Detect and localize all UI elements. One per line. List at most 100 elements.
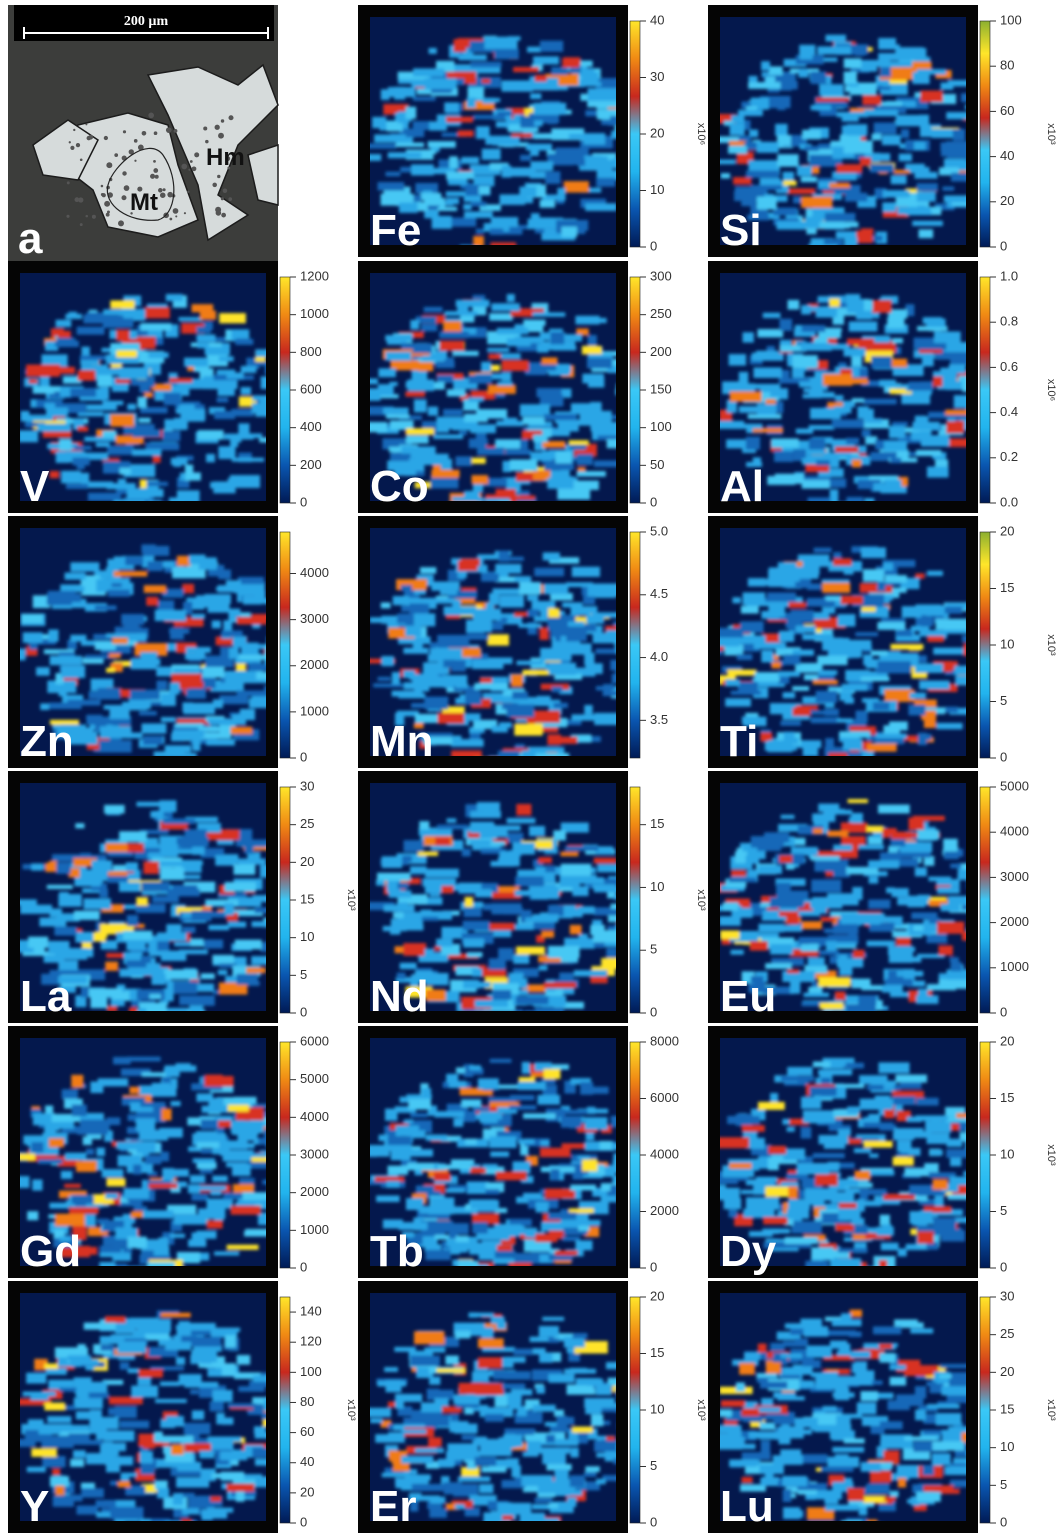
map-pixel bbox=[418, 852, 438, 856]
map-pixel bbox=[482, 98, 495, 104]
map-pixel bbox=[593, 156, 608, 168]
map-pixel bbox=[544, 982, 577, 988]
map-pixel bbox=[761, 1440, 770, 1452]
colorbar-tick-label: 15 bbox=[1000, 580, 1014, 595]
map-pixel bbox=[811, 105, 831, 110]
map-pixel bbox=[396, 1126, 419, 1137]
map-pixel bbox=[158, 1238, 168, 1249]
colorbar-tick-label: 40 bbox=[300, 1454, 314, 1469]
map-pixel bbox=[440, 341, 465, 351]
map-pixel bbox=[825, 35, 846, 42]
map-pixel bbox=[70, 635, 86, 642]
map-pixel bbox=[150, 811, 163, 818]
map-pixel bbox=[162, 431, 180, 441]
map-pixel bbox=[753, 367, 781, 378]
map-pixel bbox=[540, 1148, 571, 1157]
map-pixel bbox=[56, 862, 71, 874]
map-pixel bbox=[806, 1346, 831, 1358]
pore bbox=[69, 141, 71, 143]
map-pixel bbox=[125, 556, 143, 565]
map-pixel bbox=[172, 730, 204, 738]
map-pixel bbox=[108, 590, 130, 597]
colorbar bbox=[280, 787, 290, 1013]
panel: Si020406080100x10³ bbox=[708, 5, 1057, 260]
map-pixel bbox=[904, 1369, 931, 1376]
map-pixel bbox=[126, 960, 146, 967]
map-pixel bbox=[536, 1386, 545, 1393]
map-pixel bbox=[182, 702, 193, 712]
map-pixel bbox=[403, 943, 426, 956]
map-pixel bbox=[68, 700, 101, 706]
map-pixel bbox=[588, 335, 597, 346]
map-pixel bbox=[913, 422, 940, 430]
map-pixel bbox=[519, 582, 541, 595]
map-pixel bbox=[559, 972, 573, 982]
colorbar-tick-label: 1000 bbox=[300, 1222, 329, 1237]
map-pixel bbox=[596, 1384, 612, 1395]
map-pixel bbox=[492, 726, 508, 733]
map-pixel bbox=[50, 656, 82, 665]
map-pixel bbox=[59, 1387, 76, 1391]
map-pixel bbox=[804, 993, 830, 997]
map-pixel bbox=[411, 446, 436, 458]
map-pixel bbox=[768, 583, 795, 587]
map-pixel bbox=[210, 1401, 224, 1411]
map-pixel bbox=[118, 1355, 135, 1359]
map-pixel bbox=[465, 1139, 477, 1145]
map-pixel bbox=[781, 1076, 814, 1081]
map-pixel bbox=[503, 461, 511, 472]
colorbar-tick-label: 10 bbox=[650, 182, 664, 197]
map-pixel bbox=[538, 1481, 560, 1493]
map-pixel bbox=[561, 864, 591, 876]
map-pixel bbox=[725, 679, 739, 686]
map-pixel bbox=[512, 1465, 521, 1477]
map-pixel bbox=[833, 558, 852, 565]
map-pixel bbox=[582, 346, 602, 355]
colorbar-tick-label: 120 bbox=[300, 1334, 322, 1349]
map-pixel bbox=[506, 704, 534, 717]
map-pixel bbox=[65, 314, 82, 319]
map-pixel bbox=[121, 1475, 130, 1481]
map-pixel bbox=[149, 1184, 177, 1189]
colorbar bbox=[280, 532, 290, 758]
map-pixel bbox=[585, 1117, 608, 1129]
map-pixel bbox=[485, 1189, 499, 1194]
map-pixel bbox=[882, 202, 896, 212]
map-pixel bbox=[36, 667, 50, 675]
map-pixel bbox=[512, 691, 528, 699]
map-pixel bbox=[831, 1192, 854, 1203]
map-pixel bbox=[801, 1097, 821, 1109]
pore bbox=[80, 158, 83, 161]
map-pixel bbox=[190, 1389, 198, 1394]
map-pixel bbox=[732, 597, 740, 603]
map-pixel bbox=[493, 990, 512, 1000]
panel-label: a bbox=[18, 214, 43, 263]
map-pixel bbox=[182, 913, 191, 918]
map-pixel bbox=[413, 68, 444, 76]
pore bbox=[174, 129, 178, 133]
map-pixel bbox=[54, 926, 76, 935]
map-pixel bbox=[787, 1209, 810, 1219]
map-pixel bbox=[548, 946, 580, 958]
map-pixel bbox=[100, 1253, 130, 1258]
map-pixel bbox=[537, 388, 562, 397]
map-pixel bbox=[118, 1481, 131, 1487]
map-pixel bbox=[422, 917, 438, 921]
map-pixel bbox=[851, 979, 870, 989]
map-pixel bbox=[585, 1402, 601, 1414]
map-pixel bbox=[893, 1157, 914, 1166]
map-pixel bbox=[164, 393, 181, 405]
map-pixel bbox=[577, 454, 593, 465]
map-pixel bbox=[892, 1096, 916, 1105]
colorbar-tick-label: 2000 bbox=[650, 1203, 679, 1218]
map-pixel bbox=[88, 493, 121, 501]
map-pixel bbox=[470, 1167, 486, 1173]
map-pixel bbox=[493, 930, 511, 937]
map-pixel bbox=[817, 656, 847, 665]
map-pixel bbox=[86, 404, 116, 410]
map-pixel bbox=[98, 1078, 128, 1086]
colorbar-tick-label: 2000 bbox=[1000, 914, 1029, 929]
map-pixel bbox=[844, 72, 857, 84]
map-pixel bbox=[933, 377, 943, 387]
map-pixel bbox=[838, 1208, 860, 1220]
